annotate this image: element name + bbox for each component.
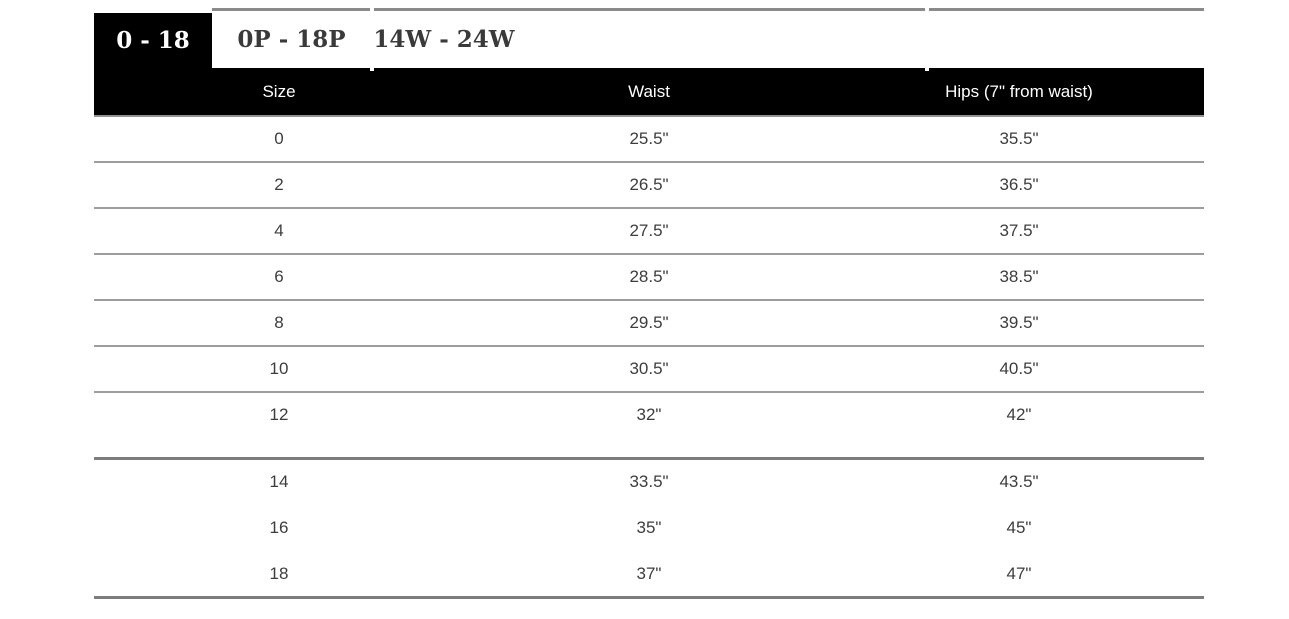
divider-notch — [924, 8, 929, 11]
table-body: 0 25.5" 35.5" 2 26.5" 36.5" 4 27.5" 37.5" 6 28.5" 3… — [94, 117, 1204, 599]
hips-cell: 47" — [1006, 564, 1032, 583]
waist-cell: 26.5" — [629, 175, 669, 194]
waist-cell: 33.5" — [629, 472, 669, 491]
size-cell: 6 — [274, 267, 284, 286]
hips-cell: 45" — [1006, 518, 1032, 537]
size-cell: 0 — [274, 129, 284, 148]
tab-strip-top-border — [212, 8, 1204, 11]
waist-cell: 27.5" — [629, 221, 669, 240]
table-row: 14 33.5" 43.5" — [94, 460, 1204, 506]
column-header-waist: Waist — [628, 81, 670, 101]
waist-cell: 32" — [636, 405, 662, 424]
hips-cell: 43.5" — [999, 472, 1039, 491]
size-cell: 16 — [269, 518, 289, 537]
table-row: 6 28.5" 38.5" — [94, 255, 1204, 301]
table-row: 4 27.5" 37.5" — [94, 209, 1204, 255]
table-row: 10 30.5" 40.5" — [94, 347, 1204, 393]
waist-cell: 35" — [636, 518, 662, 537]
waist-cell: 29.5" — [629, 313, 669, 332]
hips-cell: 37.5" — [999, 221, 1039, 240]
hips-cell: 39.5" — [999, 313, 1039, 332]
hips-cell: 42" — [1006, 405, 1032, 424]
size-cell: 12 — [269, 405, 289, 424]
size-cell: 2 — [274, 175, 284, 194]
hips-cell: 40.5" — [999, 359, 1039, 378]
table-row: 12 32" 42" — [94, 393, 1204, 460]
waist-cell: 30.5" — [629, 359, 669, 378]
size-cell: 18 — [269, 564, 289, 583]
table-row: 16 35" 45" — [94, 506, 1204, 552]
size-cell: 8 — [274, 313, 284, 332]
table-header-row: Size Waist Hips (7" from waist) — [94, 68, 1204, 117]
column-header-hips: Hips (7" from waist) — [945, 81, 1093, 101]
hips-cell: 36.5" — [999, 175, 1039, 194]
tab-label: 14W - 24W — [373, 26, 515, 53]
size-cell: 14 — [269, 472, 289, 491]
column-header-size: Size — [262, 81, 296, 101]
size-chart-widget: 0 - 18 0P - 18P 14W - 24W Size Waist Hip… — [94, 8, 1204, 599]
size-range-tabs: 0 - 18 0P - 18P 14W - 24W — [94, 8, 1204, 68]
waist-cell: 28.5" — [629, 267, 669, 286]
divider-notch — [369, 8, 374, 11]
tab-plus-sizes[interactable]: 14W - 24W — [371, 11, 517, 68]
hips-cell: 38.5" — [999, 267, 1039, 286]
size-cell: 10 — [269, 359, 289, 378]
table-row: 2 26.5" 36.5" — [94, 163, 1204, 209]
tab-label: 0 - 18 — [116, 27, 190, 54]
table-row: 0 25.5" 35.5" — [94, 117, 1204, 163]
tab-petite-sizes[interactable]: 0P - 18P — [212, 11, 371, 68]
tab-regular-sizes[interactable]: 0 - 18 — [94, 13, 212, 68]
waist-cell: 37" — [636, 564, 662, 583]
hips-cell: 35.5" — [999, 129, 1039, 148]
size-cell: 4 — [274, 221, 284, 240]
tab-label: 0P - 18P — [237, 26, 346, 53]
waist-cell: 25.5" — [629, 129, 669, 148]
table-row: 8 29.5" 39.5" — [94, 301, 1204, 347]
table-row: 18 37" 47" — [94, 552, 1204, 599]
